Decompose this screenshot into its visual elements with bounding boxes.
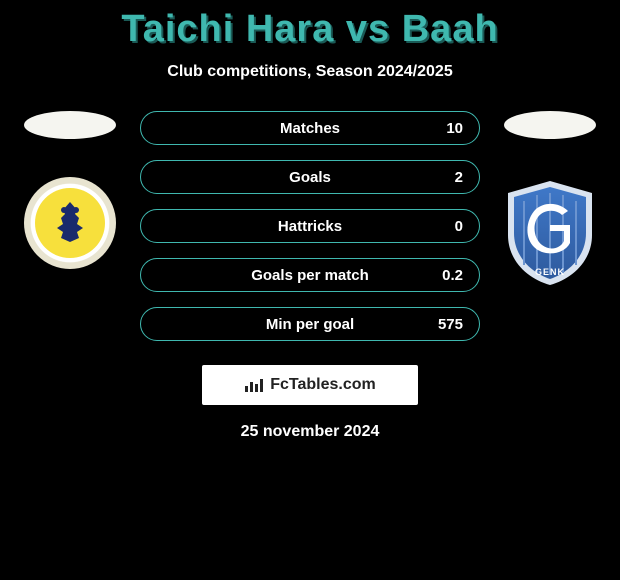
stat-value-right: 0 <box>455 218 463 235</box>
brand-badge[interactable]: FcTables.com <box>202 365 418 405</box>
comparison-panel: Matches 10 Goals 2 Hattricks 0 Goals per… <box>0 111 620 341</box>
eagle-crest-icon <box>35 188 105 258</box>
stat-value-right: 575 <box>438 316 463 333</box>
page-subtitle: Club competitions, Season 2024/2025 <box>0 63 620 81</box>
right-player-placeholder <box>504 111 596 139</box>
svg-text:GENK: GENK <box>535 267 565 277</box>
left-player-placeholder <box>24 111 116 139</box>
stat-label: Goals <box>289 169 331 186</box>
stat-row: Goals per match 0.2 <box>140 258 480 292</box>
stat-value-right: 10 <box>446 120 463 137</box>
stat-row: Goals 2 <box>140 160 480 194</box>
stat-row: Hattricks 0 <box>140 209 480 243</box>
stat-label: Min per goal <box>266 316 354 333</box>
stat-value-right: 0.2 <box>442 267 463 284</box>
stats-list: Matches 10 Goals 2 Hattricks 0 Goals per… <box>140 111 480 341</box>
left-player-column <box>20 111 120 269</box>
bar-chart-icon <box>244 377 264 393</box>
brand-text: FcTables.com <box>270 376 376 394</box>
stat-row: Min per goal 575 <box>140 307 480 341</box>
stat-value-right: 2 <box>455 169 463 186</box>
right-player-column: GENK <box>500 111 600 287</box>
stat-label: Hattricks <box>278 218 342 235</box>
stat-label: Goals per match <box>251 267 369 284</box>
stat-row: Matches 10 <box>140 111 480 145</box>
stat-label: Matches <box>280 120 340 137</box>
left-team-badge <box>24 177 116 269</box>
right-team-badge: GENK <box>500 177 600 287</box>
date-text: 25 november 2024 <box>0 423 620 441</box>
shield-g-icon: GENK <box>500 177 600 287</box>
page-title: Taichi Hara vs Baah <box>0 0 620 51</box>
